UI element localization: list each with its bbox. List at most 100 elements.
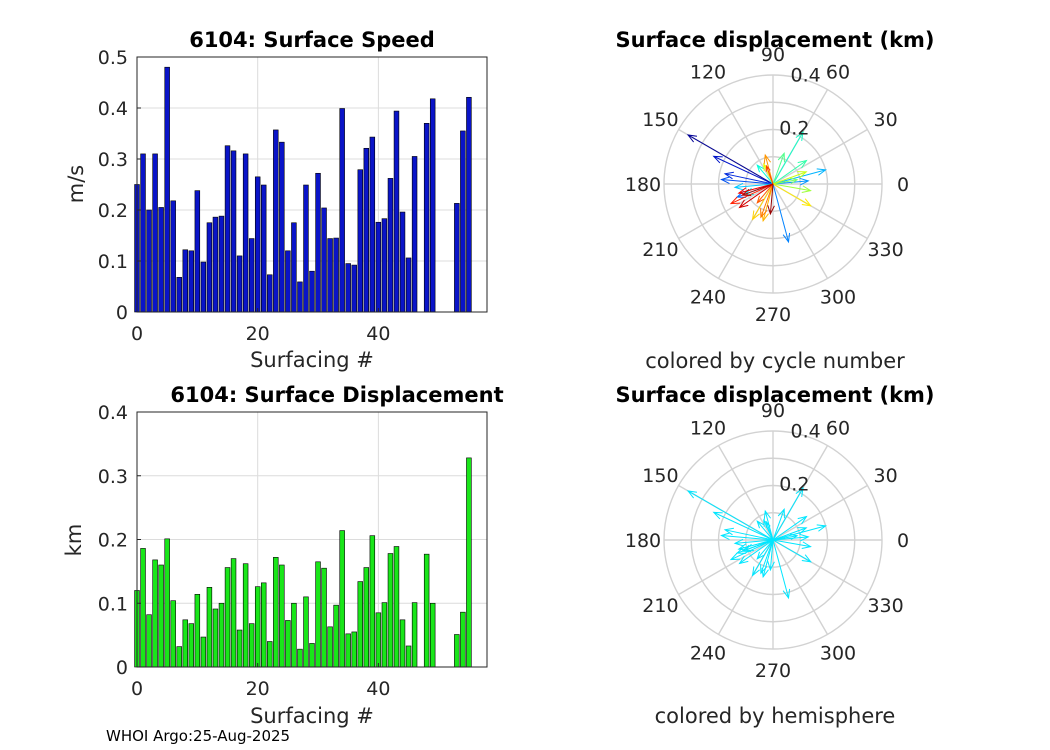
vector-arrowhead	[789, 177, 799, 185]
bar	[381, 218, 388, 313]
polar-angle-label: 0	[897, 174, 909, 196]
displacement-vector	[772, 527, 807, 541]
bar	[357, 169, 363, 313]
bar	[303, 184, 309, 313]
bar	[429, 98, 436, 313]
bar	[140, 548, 146, 668]
vector-arrowhead	[741, 188, 752, 196]
displacement-vector	[772, 160, 807, 185]
bar	[279, 141, 285, 313]
polar-angle-label: 30	[873, 465, 897, 487]
polar-radius-label: 0.4	[791, 64, 821, 86]
bar	[327, 238, 333, 313]
bar	[454, 203, 460, 313]
displacement-vector	[772, 539, 811, 548]
bar	[399, 619, 406, 668]
bar	[387, 553, 394, 668]
displacement-vector	[772, 487, 804, 541]
vector-arrowhead	[816, 168, 827, 176]
vector-arrowhead	[741, 544, 752, 552]
y-tick-label: 0.2	[98, 530, 128, 552]
bar	[309, 643, 315, 668]
displacement-vector	[772, 183, 812, 207]
displacement-vector	[769, 183, 774, 214]
bar	[327, 626, 333, 668]
displacement-vector	[772, 153, 785, 185]
polar-angle-label: 120	[690, 417, 726, 439]
x-tick-label: 20	[246, 678, 270, 700]
bar	[321, 567, 327, 668]
bar	[267, 641, 273, 668]
speed-x-ticks: 0 20 40	[131, 308, 390, 345]
polar-angle-label: 210	[642, 239, 678, 261]
polar-cycle-title: Surface displacement (km)	[615, 28, 934, 52]
bar	[267, 274, 273, 313]
displacement-vector	[756, 183, 774, 204]
vector-arrowhead	[738, 555, 749, 565]
y-tick-label: 0.1	[98, 251, 128, 273]
vector-arrowhead	[751, 210, 760, 221]
vector-arrowhead	[756, 520, 764, 529]
y-tick-label: 0	[116, 302, 128, 324]
vector-arrowhead	[733, 538, 744, 547]
bar	[248, 238, 255, 313]
bar	[369, 136, 376, 313]
vector-arrowhead	[712, 155, 723, 164]
polar-cycle-vectors	[686, 130, 827, 244]
bar	[218, 602, 225, 668]
polar-hemisphere-chart: Surface displacement (km) 0 30 60 90 120 150 1…	[615, 383, 934, 728]
bar	[315, 172, 321, 313]
displacement-chart-title: 6104: Surface Displacement	[170, 383, 503, 407]
bar	[393, 546, 400, 668]
bar	[158, 207, 164, 313]
displacement-vector	[752, 183, 774, 220]
bar	[460, 130, 466, 313]
polar-angle-label: 330	[867, 595, 903, 617]
displacement-vector	[687, 490, 774, 541]
bar	[261, 184, 267, 313]
x-tick-label: 0	[131, 323, 143, 345]
polar-spoke	[772, 484, 868, 541]
displacement-vector	[760, 539, 774, 574]
displacement-y-ticks: 0 0.1 0.2 0.3 0.4	[98, 402, 141, 679]
polar-angle-label: 210	[642, 595, 678, 617]
vector-arrowhead	[795, 486, 804, 498]
polar-radius-label: 0.4	[791, 420, 821, 442]
polar-angle-label: 270	[755, 304, 791, 326]
bar	[230, 150, 237, 313]
bar	[339, 108, 345, 313]
bar	[309, 270, 315, 313]
displacement-y-axis-label: km	[62, 524, 86, 557]
vector-arrowhead	[712, 511, 723, 520]
vector-arrowhead	[801, 541, 812, 549]
vector-arrowhead	[777, 508, 785, 519]
x-tick-label: 40	[366, 678, 390, 700]
displacement-vector	[772, 539, 789, 599]
vector-arrowhead	[789, 533, 799, 541]
bar	[363, 567, 370, 668]
displacement-vector	[762, 539, 774, 577]
y-tick-label: 0.4	[98, 98, 128, 120]
bar	[411, 602, 418, 668]
bar	[152, 559, 158, 668]
vector-arrowhead	[720, 532, 731, 540]
polar-angle-label: 240	[690, 643, 726, 665]
polar-angle-label: 300	[820, 287, 856, 309]
displacement-vector	[742, 183, 774, 196]
bar	[339, 530, 345, 668]
polar-hemisphere-vectors	[686, 486, 827, 600]
x-tick-label: 40	[366, 323, 390, 345]
bar	[182, 249, 188, 313]
bar	[248, 623, 255, 668]
polar-angle-label: 90	[761, 400, 785, 422]
displacement-vector	[772, 525, 826, 541]
vector-arrowhead	[686, 134, 698, 143]
bar	[164, 538, 170, 668]
y-tick-label: 0.1	[98, 593, 128, 615]
vector-arrowhead	[765, 520, 771, 528]
polar-angle-label: 90	[761, 44, 785, 66]
displacement-vector	[772, 516, 807, 541]
bar	[411, 156, 418, 313]
bar	[279, 564, 285, 668]
vector-arrowhead	[797, 515, 808, 525]
